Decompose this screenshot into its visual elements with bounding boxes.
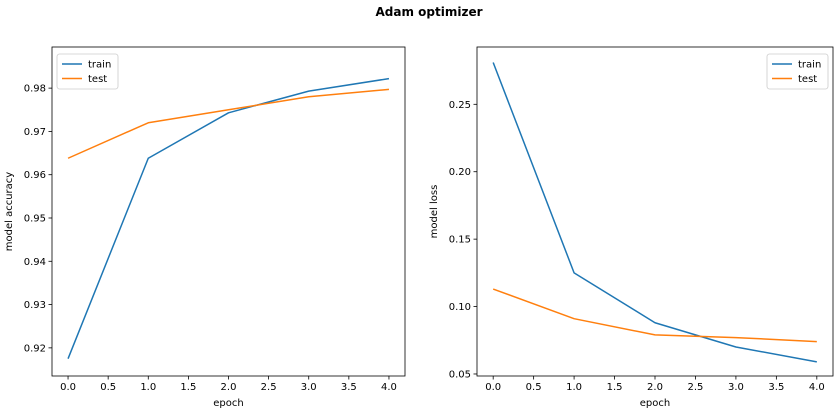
x-tick-label: 0.0: [60, 382, 76, 393]
y-tick-label: 0.15: [449, 235, 471, 246]
x-tick-label: 0.0: [485, 382, 501, 393]
series-line-test: [67, 88, 390, 159]
y-axis-label: model accuracy: [4, 172, 15, 252]
x-tick-label: 3.0: [728, 382, 744, 393]
series-line-train: [67, 77, 390, 359]
y-tick-label: 0.94: [24, 257, 46, 268]
x-axis-label: epoch: [640, 398, 670, 409]
y-axis-label: model loss: [429, 185, 440, 239]
accuracy-chart: 0.0 0.5 1.0 1.5 2.0 2.5 3.0 3.5 4.0 0.92 0.93 0.94 0…: [4, 46, 406, 409]
y-tick-label: 0.10: [449, 302, 471, 313]
x-tick-label: 1.5: [180, 382, 196, 393]
legend-label-test: test: [798, 74, 817, 85]
legend-box: [766, 53, 829, 90]
x-tick-label: 2.5: [688, 382, 704, 393]
figure-title: Adam optimizer: [375, 5, 483, 19]
legend-label-test: test: [88, 74, 107, 85]
x-tick-label: 2.5: [261, 382, 277, 393]
series-line-test: [492, 288, 817, 343]
x-tick-label: 3.5: [341, 382, 357, 393]
y-tick-label: 0.05: [449, 369, 471, 380]
y-tick-label: 0.20: [449, 167, 471, 178]
x-tick-label: 3.0: [301, 382, 317, 393]
y-tick-label: 0.95: [24, 213, 46, 224]
x-tick-label: 0.5: [100, 382, 116, 393]
loss-chart: 0.0 0.5 1.0 1.5 2.0 2.5 3.0 3.5 4.0 0.05 0.10 0.15 0…: [429, 46, 834, 409]
y-tick-label: 0.92: [24, 343, 46, 354]
x-axis-label: epoch: [213, 398, 243, 409]
y-tick-label: 0.25: [449, 100, 471, 111]
x-tick-label: 4.0: [381, 382, 397, 393]
x-tick-label: 4.0: [809, 382, 825, 393]
series-line-train: [492, 62, 817, 363]
legend-box: [56, 53, 119, 90]
x-tick-label: 1.5: [607, 382, 623, 393]
y-tick-label: 0.98: [24, 84, 46, 95]
y-tick-label: 0.93: [24, 300, 46, 311]
legend-label-train: train: [798, 60, 821, 71]
x-tick-label: 1.0: [566, 382, 582, 393]
axes-frame: [476, 46, 834, 377]
x-tick-label: 2.0: [647, 382, 663, 393]
x-tick-label: 0.5: [526, 382, 542, 393]
y-tick-label: 0.96: [24, 170, 46, 181]
axes-frame: [51, 46, 406, 377]
y-tick-label: 0.97: [24, 127, 46, 138]
x-tick-label: 3.5: [768, 382, 784, 393]
x-tick-label: 2.0: [221, 382, 237, 393]
x-tick-label: 1.0: [140, 382, 156, 393]
legend-label-train: train: [88, 60, 111, 71]
